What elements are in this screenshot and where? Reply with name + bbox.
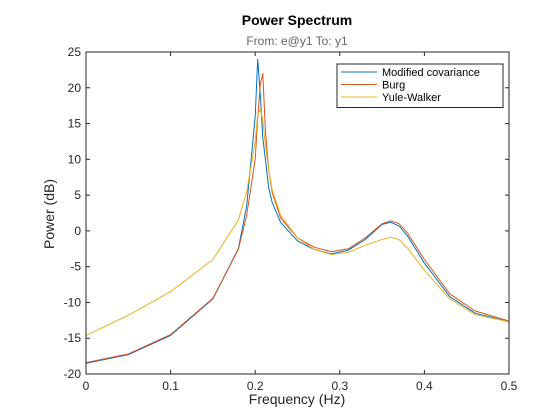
- x-axis-label: Frequency (Hz): [249, 391, 345, 407]
- plot-frame: [85, 51, 510, 375]
- chart-subtitle: From: e@y1 To: y1: [246, 34, 348, 48]
- chart-title: Power Spectrum: [242, 12, 352, 28]
- x-tick-label: 0.1: [162, 379, 179, 393]
- x-tick-label: 0.3: [331, 379, 348, 393]
- y-tick-label: 0: [74, 224, 81, 238]
- y-tick-label: -15: [64, 331, 82, 345]
- legend-entry-label: Burg: [382, 80, 405, 92]
- x-tick-label: 0.4: [416, 379, 433, 393]
- y-tick-label: -5: [70, 260, 81, 274]
- legend-entry-label: Yule-Walker: [382, 92, 441, 104]
- legend-box: [336, 63, 504, 108]
- x-tick-label: 0.2: [247, 379, 264, 393]
- x-tick-label: 0.5: [501, 379, 518, 393]
- x-tick-label: 0: [83, 379, 90, 393]
- y-tick-label: 15: [68, 117, 82, 131]
- legend-entry-label: Modified covariance: [382, 67, 480, 79]
- series-line-burg: [85, 73, 510, 364]
- y-tick-label: 10: [68, 152, 82, 166]
- series-line-modified-covariance: [85, 58, 510, 364]
- y-tick-label: 20: [68, 81, 82, 95]
- y-axis-label: Power (dB): [41, 179, 57, 249]
- y-tick-label: -20: [64, 367, 82, 381]
- series-line-yule-walker: [85, 108, 510, 336]
- y-tick-label: -10: [64, 295, 82, 309]
- y-tick-label: 25: [68, 45, 82, 59]
- y-tick-label: 5: [74, 188, 81, 202]
